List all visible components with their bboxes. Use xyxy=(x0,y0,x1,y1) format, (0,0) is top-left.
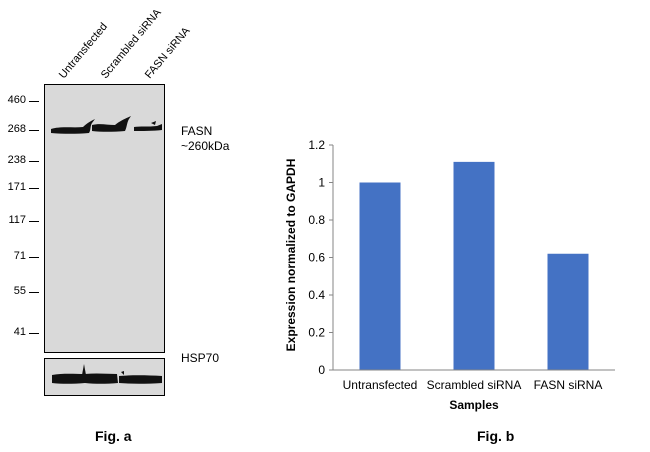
y-tick-label: 0.8 xyxy=(308,213,325,227)
fasn-blot-panel xyxy=(44,84,165,353)
mw-label-268: 268 xyxy=(7,123,26,135)
hsp70-spike xyxy=(82,364,86,375)
hsp70-label: HSP70 xyxy=(181,351,220,365)
fig-b-caption: Fig. b xyxy=(477,428,515,444)
mw-tick-238 xyxy=(29,161,39,162)
y-tick-label: 1.2 xyxy=(308,138,325,152)
x-tick-label: FASN siRNA xyxy=(534,378,603,392)
fasn-band-size: ~260kDa xyxy=(181,139,230,153)
hsp70-band-fasn-sirna xyxy=(119,375,162,384)
bars xyxy=(359,161,589,370)
mw-label-171: 171 xyxy=(7,181,26,193)
mw-label-55: 55 xyxy=(13,285,26,297)
mw-tick-268 xyxy=(29,130,39,131)
y-tick-label: 1 xyxy=(318,176,325,190)
fasn-bands xyxy=(51,116,162,134)
hsp70-band-scrambled-sirna xyxy=(85,373,118,384)
x-axis: Untransfected Scrambled siRNA FASN siRNA xyxy=(333,369,615,392)
x-axis-label: Samples xyxy=(449,398,499,412)
hsp70-spot xyxy=(121,371,124,375)
band-fasn-sirna xyxy=(134,124,162,131)
y-tick-label: 0.2 xyxy=(308,326,325,340)
mw-label-460: 460 xyxy=(7,94,26,106)
y-tick-label: 0 xyxy=(318,363,325,377)
hsp70-band-untransfected xyxy=(52,373,85,384)
band-scrambled-sirna xyxy=(92,116,131,132)
y-axis: 0 0.2 0.4 0.6 0.8 1 1.2 xyxy=(308,138,334,377)
lane-label-fasn-sirna: FASN siRNA xyxy=(142,25,193,81)
bar-scrambled-sirna xyxy=(453,161,495,370)
expression-bar-chart: 0 0.2 0.4 0.6 0.8 1 1.2 Untransfected Scrambled… xyxy=(284,138,615,412)
fig-a-caption: Fig. a xyxy=(95,428,132,444)
mw-tick-171 xyxy=(29,188,39,189)
mw-tick-71 xyxy=(29,257,39,258)
hsp70-bands xyxy=(52,364,162,384)
mw-tick-460 xyxy=(29,101,39,102)
band-untransfected xyxy=(51,119,95,134)
x-tick-label: Untransfected xyxy=(343,378,418,392)
mw-label-41: 41 xyxy=(13,326,26,338)
mw-label-71: 71 xyxy=(13,250,26,262)
mw-tick-117 xyxy=(29,221,39,222)
mw-tick-41 xyxy=(29,333,39,334)
mw-tick-55 xyxy=(29,292,39,293)
y-tick-label: 0.4 xyxy=(308,288,325,302)
x-tick-label: Scrambled siRNA xyxy=(427,378,522,392)
bar-fasn-sirna xyxy=(547,253,589,370)
bar-untransfected xyxy=(359,182,401,370)
hsp70-blot-panel xyxy=(44,358,165,396)
fasn-band-label: FASN xyxy=(181,124,213,138)
y-tick-label: 0.6 xyxy=(308,251,325,265)
mw-label-238: 238 xyxy=(7,154,26,166)
mw-label-117: 117 xyxy=(8,214,26,226)
band-fasn-sirna-spot xyxy=(151,121,156,125)
y-axis-label: Expression normalized to GAPDH xyxy=(284,159,298,352)
